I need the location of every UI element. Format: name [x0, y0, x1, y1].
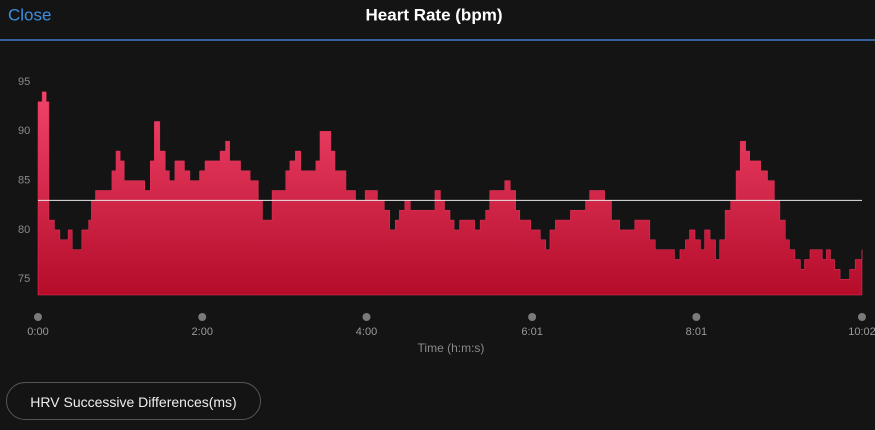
- y-tick-label: 85: [18, 175, 30, 187]
- x-tick-label: 10:02: [848, 326, 875, 338]
- y-tick-label: 75: [18, 273, 30, 285]
- x-tick-label: 2:00: [192, 326, 213, 338]
- x-tick-dot: [858, 313, 866, 321]
- x-tick-dot: [528, 313, 537, 321]
- x-axis-title: Time (h:m:s): [418, 341, 485, 355]
- y-tick-label: 90: [18, 125, 30, 137]
- x-tick-dot: [692, 313, 701, 321]
- x-tick-label: 4:00: [356, 326, 377, 338]
- y-tick-label: 95: [18, 76, 30, 88]
- hrv-button[interactable]: HRV Successive Differences(ms): [6, 382, 261, 420]
- title: Heart Rate (bpm): [366, 5, 503, 24]
- x-tick-label: 6:01: [521, 326, 542, 338]
- x-tick-dot: [362, 313, 371, 321]
- x-tick-dot: [34, 313, 42, 321]
- y-tick-label: 80: [18, 224, 30, 236]
- x-tick-label: 8:01: [686, 326, 707, 338]
- heart-rate-area: [37, 91, 863, 296]
- close-button[interactable]: Close: [8, 5, 51, 24]
- screen: Close Heart Rate (bpm) Time (h:m:s) 75 80…: [0, 5, 875, 355]
- x-tick-label: 0:00: [27, 326, 48, 338]
- x-tick-dot: [198, 313, 207, 321]
